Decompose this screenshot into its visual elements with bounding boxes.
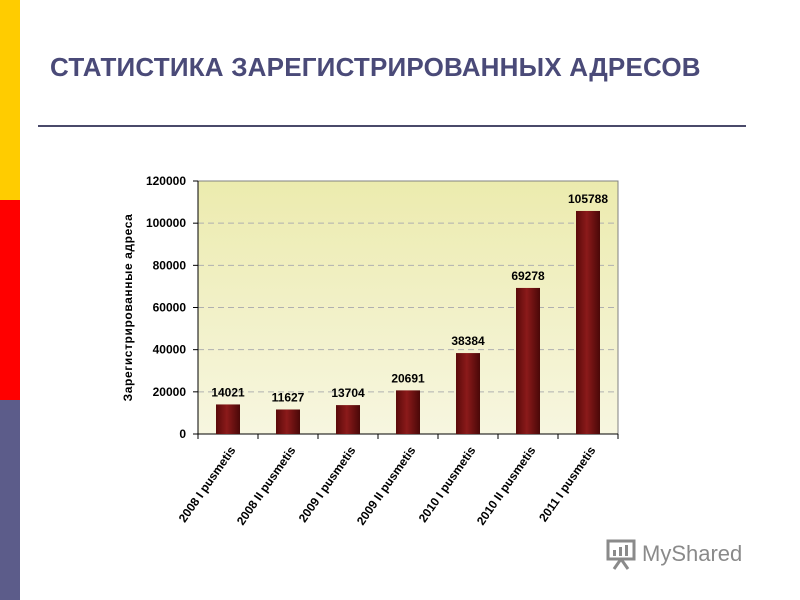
y-tick-label: 0 [179, 427, 186, 441]
x-tick-label: 2009 II pusmetis [354, 443, 419, 527]
watermark: MyShared [606, 536, 742, 572]
accent-stripe-yellow [0, 0, 20, 200]
bar [456, 353, 480, 434]
bar [216, 404, 240, 434]
data-label: 105788 [568, 192, 608, 206]
bar [396, 390, 420, 434]
x-tick-label: 2010 I pusmetis [416, 443, 479, 525]
data-label: 11627 [272, 390, 305, 404]
presentation-board-icon [606, 539, 636, 570]
y-tick-label: 120000 [146, 174, 186, 188]
bar [516, 287, 540, 434]
title-divider [38, 125, 746, 127]
y-tick-label: 40000 [153, 343, 187, 357]
watermark-text: MyShared [642, 541, 743, 566]
x-tick-label: 2011 I pusmetis [536, 443, 599, 524]
x-tick-label: 2008 I pusmetis [176, 443, 239, 525]
accent-stripe-red [0, 200, 20, 400]
bar [336, 405, 360, 434]
data-label: 13704 [331, 386, 365, 400]
bar [276, 409, 300, 434]
y-tick-label: 20000 [153, 385, 187, 399]
x-tick-label: 2008 II pusmetis [234, 443, 299, 527]
y-tick-label: 100000 [146, 216, 186, 230]
accent-stripe-purple [0, 400, 20, 600]
x-tick-label: 2009 I pusmetis [296, 443, 359, 525]
data-label: 69278 [511, 269, 545, 283]
x-tick-label: 2010 II pusmetis [474, 443, 539, 527]
data-label: 38384 [451, 334, 485, 348]
data-label: 14021 [211, 385, 245, 399]
data-label: 20691 [391, 371, 425, 385]
y-tick-label: 80000 [153, 258, 187, 272]
bar [576, 210, 600, 434]
y-tick-label: 60000 [153, 301, 187, 315]
slide-title: СТАТИСТИКА ЗАРЕГИСТРИРОВАННЫХ АДРЕСОВ [50, 52, 701, 82]
y-axis-label: Зарегистрированные адреса [121, 214, 135, 402]
